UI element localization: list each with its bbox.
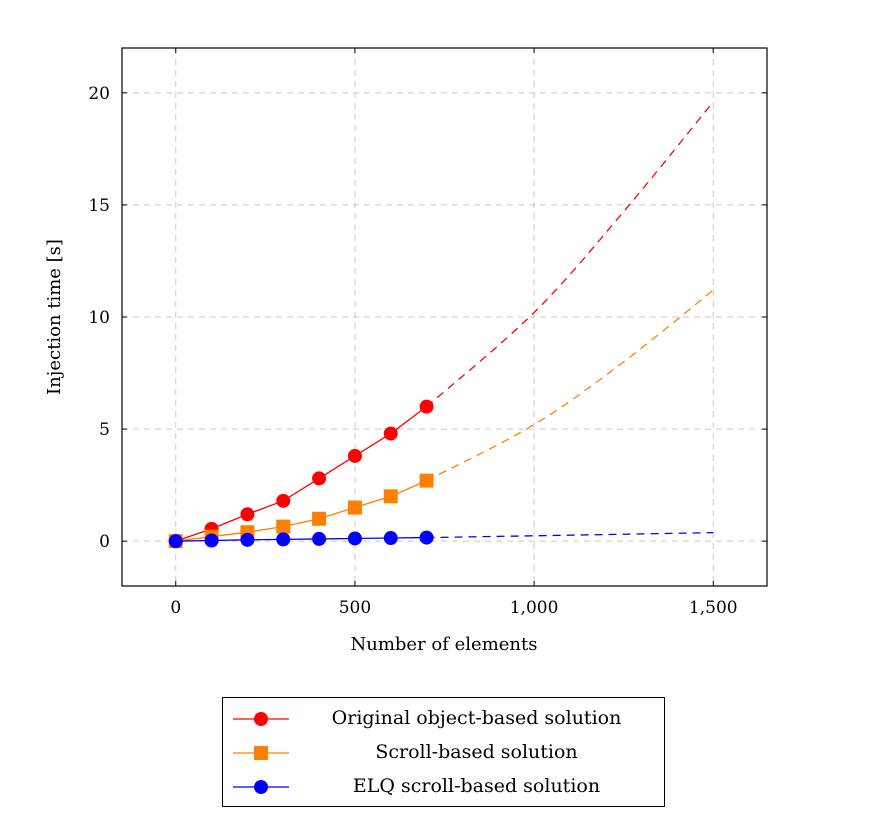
data-point [383,426,398,441]
data-point [347,448,362,463]
legend-entry: Scroll-based solution [223,736,664,770]
data-point [383,489,398,504]
data-point [276,493,291,508]
y-tick-label: 20 [88,84,110,104]
data-point [312,511,327,526]
x-tick-label: 500 [339,598,371,618]
trend-lines [426,101,714,539]
legend: Original object-based solution Scroll-ba… [222,697,665,807]
grid [122,48,767,586]
data-point [168,534,183,549]
legend-swatch-scroll [233,746,289,760]
legend-label: Original object-based solution [331,707,622,729]
data-markers [168,399,434,549]
data-point [312,471,327,486]
legend-label: ELQ scroll-based solution [352,775,601,797]
y-tick-label: 15 [88,196,110,216]
data-point [419,473,434,488]
data-point [383,531,398,546]
x-tick-label: 1,000 [510,598,559,618]
x-axis-label: Number of elements [351,634,538,655]
y-tick-label: 5 [99,420,110,440]
data-point [276,532,291,547]
trend-line-series-2 [426,531,714,539]
y-axis-label: Injection time [s] [44,239,65,395]
legend-entry: ELQ scroll-based solution [223,770,664,804]
legend-entry: Original object-based solution [223,702,664,736]
ticks: 0 500 1,000 1,500 0 5 10 15 20 [88,48,767,618]
legend-swatch-elq [233,780,289,794]
data-point [419,399,434,414]
data-point [347,531,362,546]
trend-line-series-1 [426,289,714,482]
x-tick-label: 1,500 [689,598,738,618]
legend-label: Scroll-based solution [375,741,578,763]
data-point [240,507,255,522]
data-point [347,500,362,515]
data-point [240,532,255,547]
y-tick-label: 0 [99,532,110,552]
x-tick-label: 0 [170,598,181,618]
legend-swatch-original [233,712,289,726]
data-point [276,519,291,534]
y-tick-label: 10 [88,308,110,328]
data-point [312,531,327,546]
trend-line-series-0 [426,101,714,408]
data-point [204,533,219,548]
data-point [419,530,434,545]
